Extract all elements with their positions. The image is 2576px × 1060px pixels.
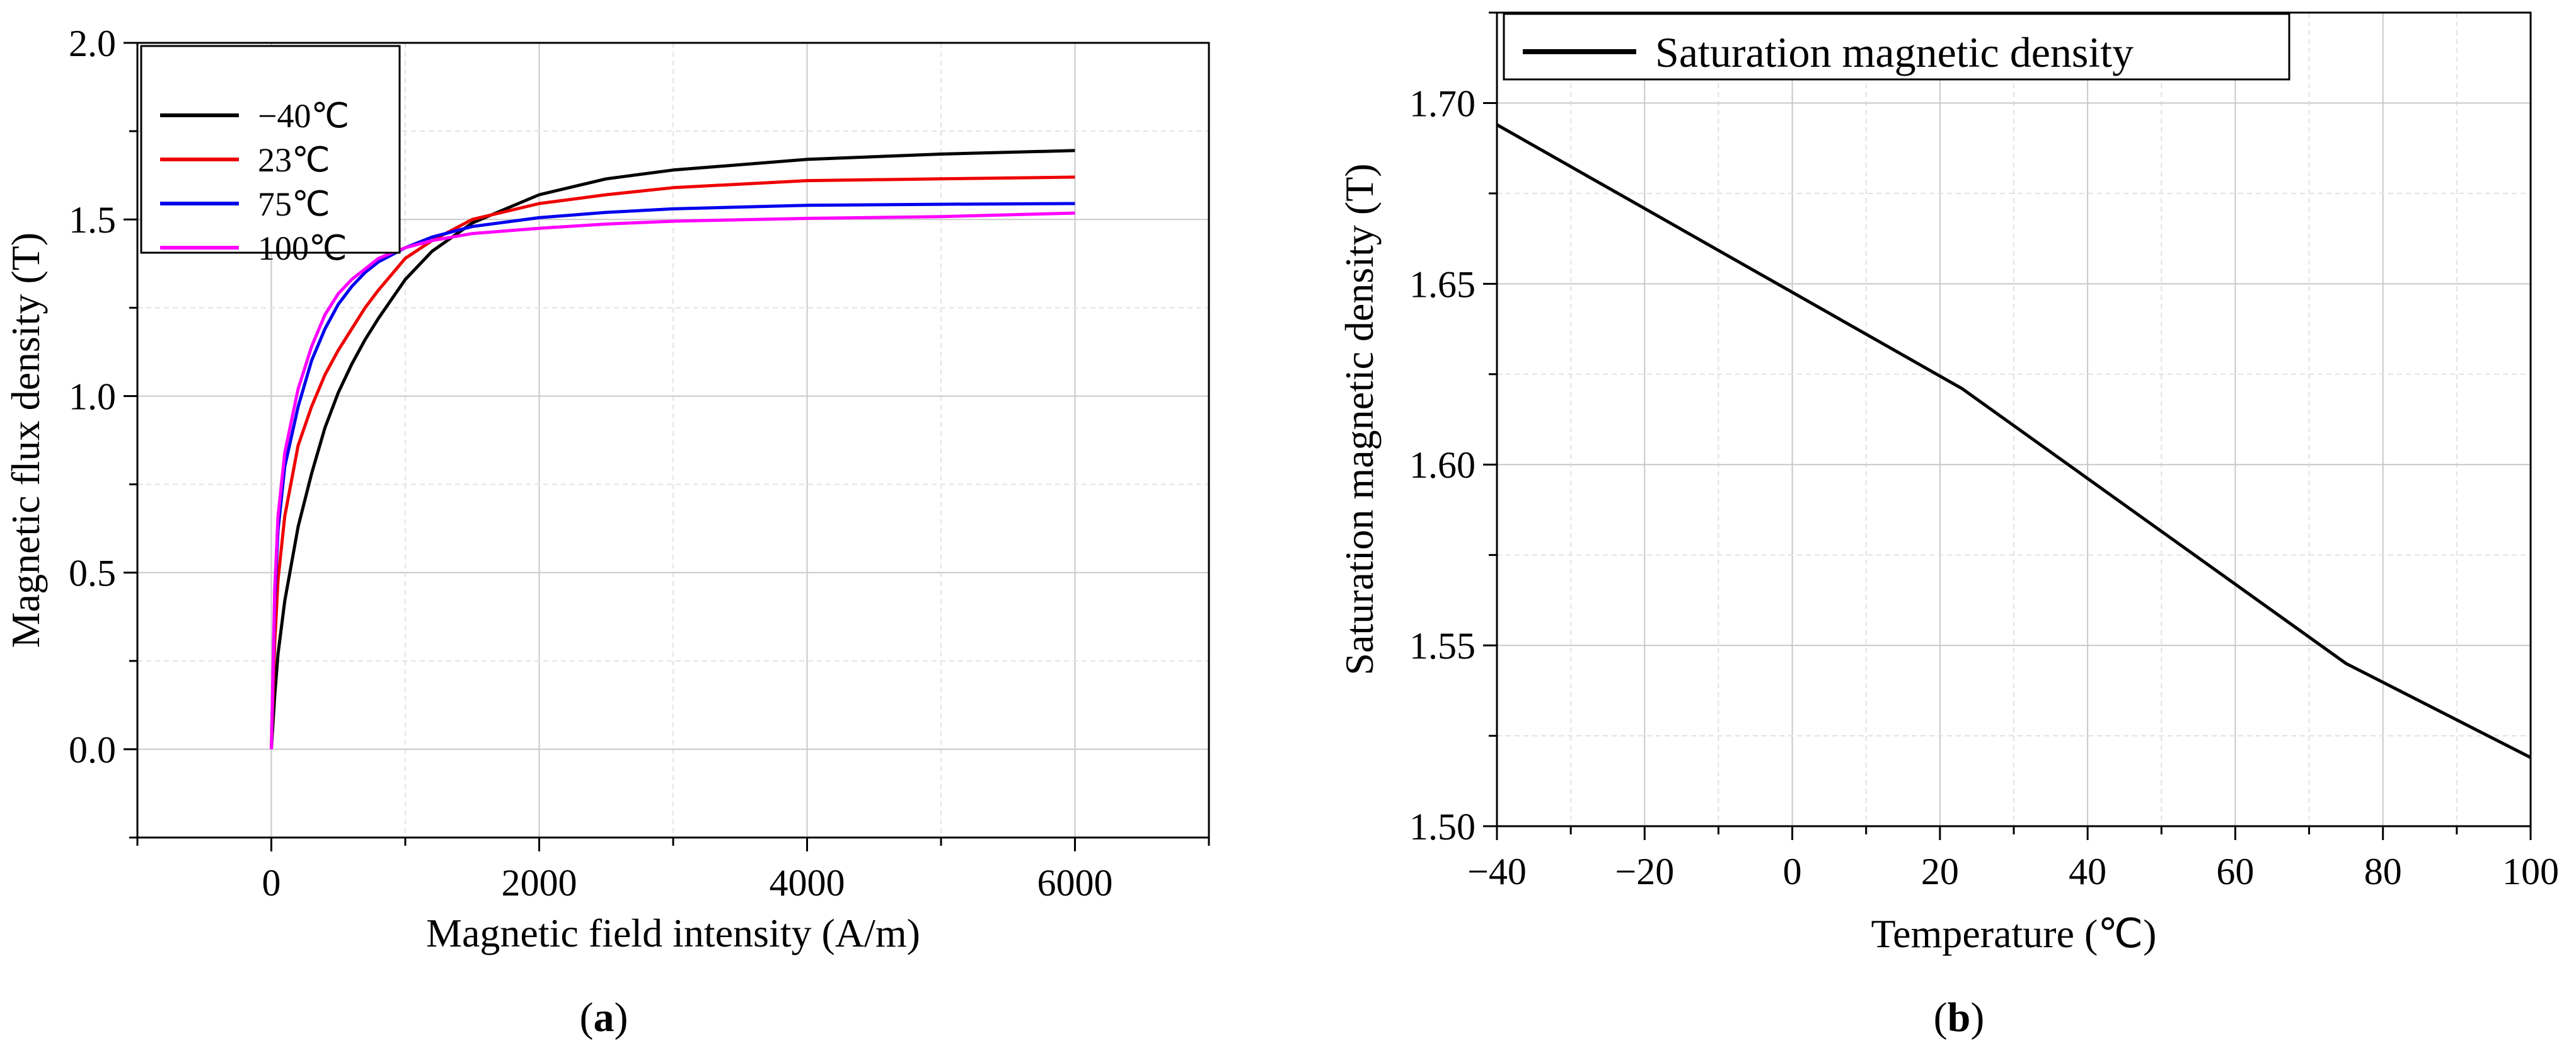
y-tick-label: 1.65 xyxy=(1409,263,1476,305)
x-tick-label: 100 xyxy=(2502,851,2559,892)
x-tick-label: 40 xyxy=(2069,851,2106,892)
x-tick-label: 0 xyxy=(262,862,281,904)
x-tick-label: 6000 xyxy=(1037,862,1113,904)
y-tick-label: 1.70 xyxy=(1409,83,1476,124)
panel-letter: b xyxy=(1948,994,1971,1040)
panel-label: (b) xyxy=(1934,994,1985,1040)
legend-label: 100℃ xyxy=(258,229,347,267)
x-tick-label: 0 xyxy=(1783,851,1802,892)
legend-box xyxy=(140,45,401,254)
x-axis-title: Temperature (℃) xyxy=(1871,911,2157,956)
x-axis-title: Magnetic field intensity (A/m) xyxy=(426,911,920,955)
panel-letter: a xyxy=(594,994,615,1040)
series-line xyxy=(270,211,1075,749)
series-line xyxy=(270,175,1075,749)
chart-a: 0 2000 4000 6000 0.0 0.5 1.0 1.5 2.0 Magnetic fie… xyxy=(3,23,1210,1040)
x-tick-label: 80 xyxy=(2364,851,2402,892)
series-line xyxy=(270,149,1075,750)
legend-label: 75℃ xyxy=(258,185,330,223)
x-tick-label: 20 xyxy=(1921,851,1959,892)
y-tick-label: 0.5 xyxy=(69,553,116,594)
y-tick-label: 1.5 xyxy=(69,199,116,241)
series-line xyxy=(1496,123,2532,759)
x-tick-label: −40 xyxy=(1467,851,1527,892)
y-tick-label: 2.0 xyxy=(69,23,116,64)
legend-box xyxy=(1503,13,2290,81)
x-tick-label: 60 xyxy=(2216,851,2254,892)
x-tick-label: 2000 xyxy=(502,862,577,904)
y-tick-label: 1.55 xyxy=(1409,625,1476,667)
x-tick-label: −20 xyxy=(1615,851,1674,892)
y-axis-title: Saturation magnetic density (T) xyxy=(1337,163,1382,675)
x-tick-label: 4000 xyxy=(770,862,845,904)
y-tick-label: 0.0 xyxy=(69,729,116,771)
series-line xyxy=(270,202,1075,749)
legend-label: −40℃ xyxy=(258,97,349,135)
y-tick-label: 1.0 xyxy=(69,376,116,417)
y-axis-title: Magnetic flux density (T) xyxy=(3,233,48,648)
legend-label: 23℃ xyxy=(258,141,330,179)
y-tick-label: 1.50 xyxy=(1409,806,1476,848)
chart-b: −40 −20 0 20 40 60 80 100 1.50 1.55 1.60 1.65 1.70 Te… xyxy=(1337,11,2559,1040)
legend-label: Saturation magnetic density xyxy=(1655,28,2134,76)
panel-label: (a) xyxy=(580,994,628,1040)
y-tick-label: 1.60 xyxy=(1409,444,1476,486)
